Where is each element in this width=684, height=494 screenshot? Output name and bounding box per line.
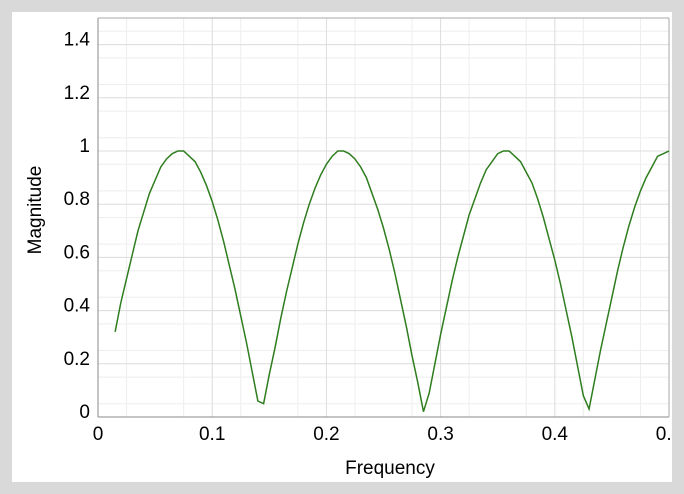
y-axis-label: Magnitude: [25, 166, 46, 255]
x-tick-label: 0.2: [313, 424, 339, 445]
y-tick-label: 0.2: [64, 349, 90, 370]
y-tick-label: 0.8: [64, 189, 90, 210]
y-tick-label: 1.2: [64, 83, 90, 104]
x-axis-label: Frequency: [345, 458, 435, 479]
y-tick-label: 0.6: [64, 242, 90, 263]
y-tick-label: 1: [79, 136, 90, 157]
series-line: [114, 150, 670, 412]
y-tick-label: 0: [79, 402, 90, 423]
y-tick-label: 1.4: [64, 30, 91, 51]
x-tick-label: 0.3: [427, 424, 453, 445]
x-tick-label: 0: [93, 424, 104, 445]
y-tick-label: 0.4: [64, 296, 91, 317]
x-tick-label: 0.1: [199, 424, 225, 445]
x-tick-label: 0.5: [656, 424, 682, 445]
x-tick-label: 0.4: [542, 424, 569, 445]
panel: [12, 12, 672, 482]
